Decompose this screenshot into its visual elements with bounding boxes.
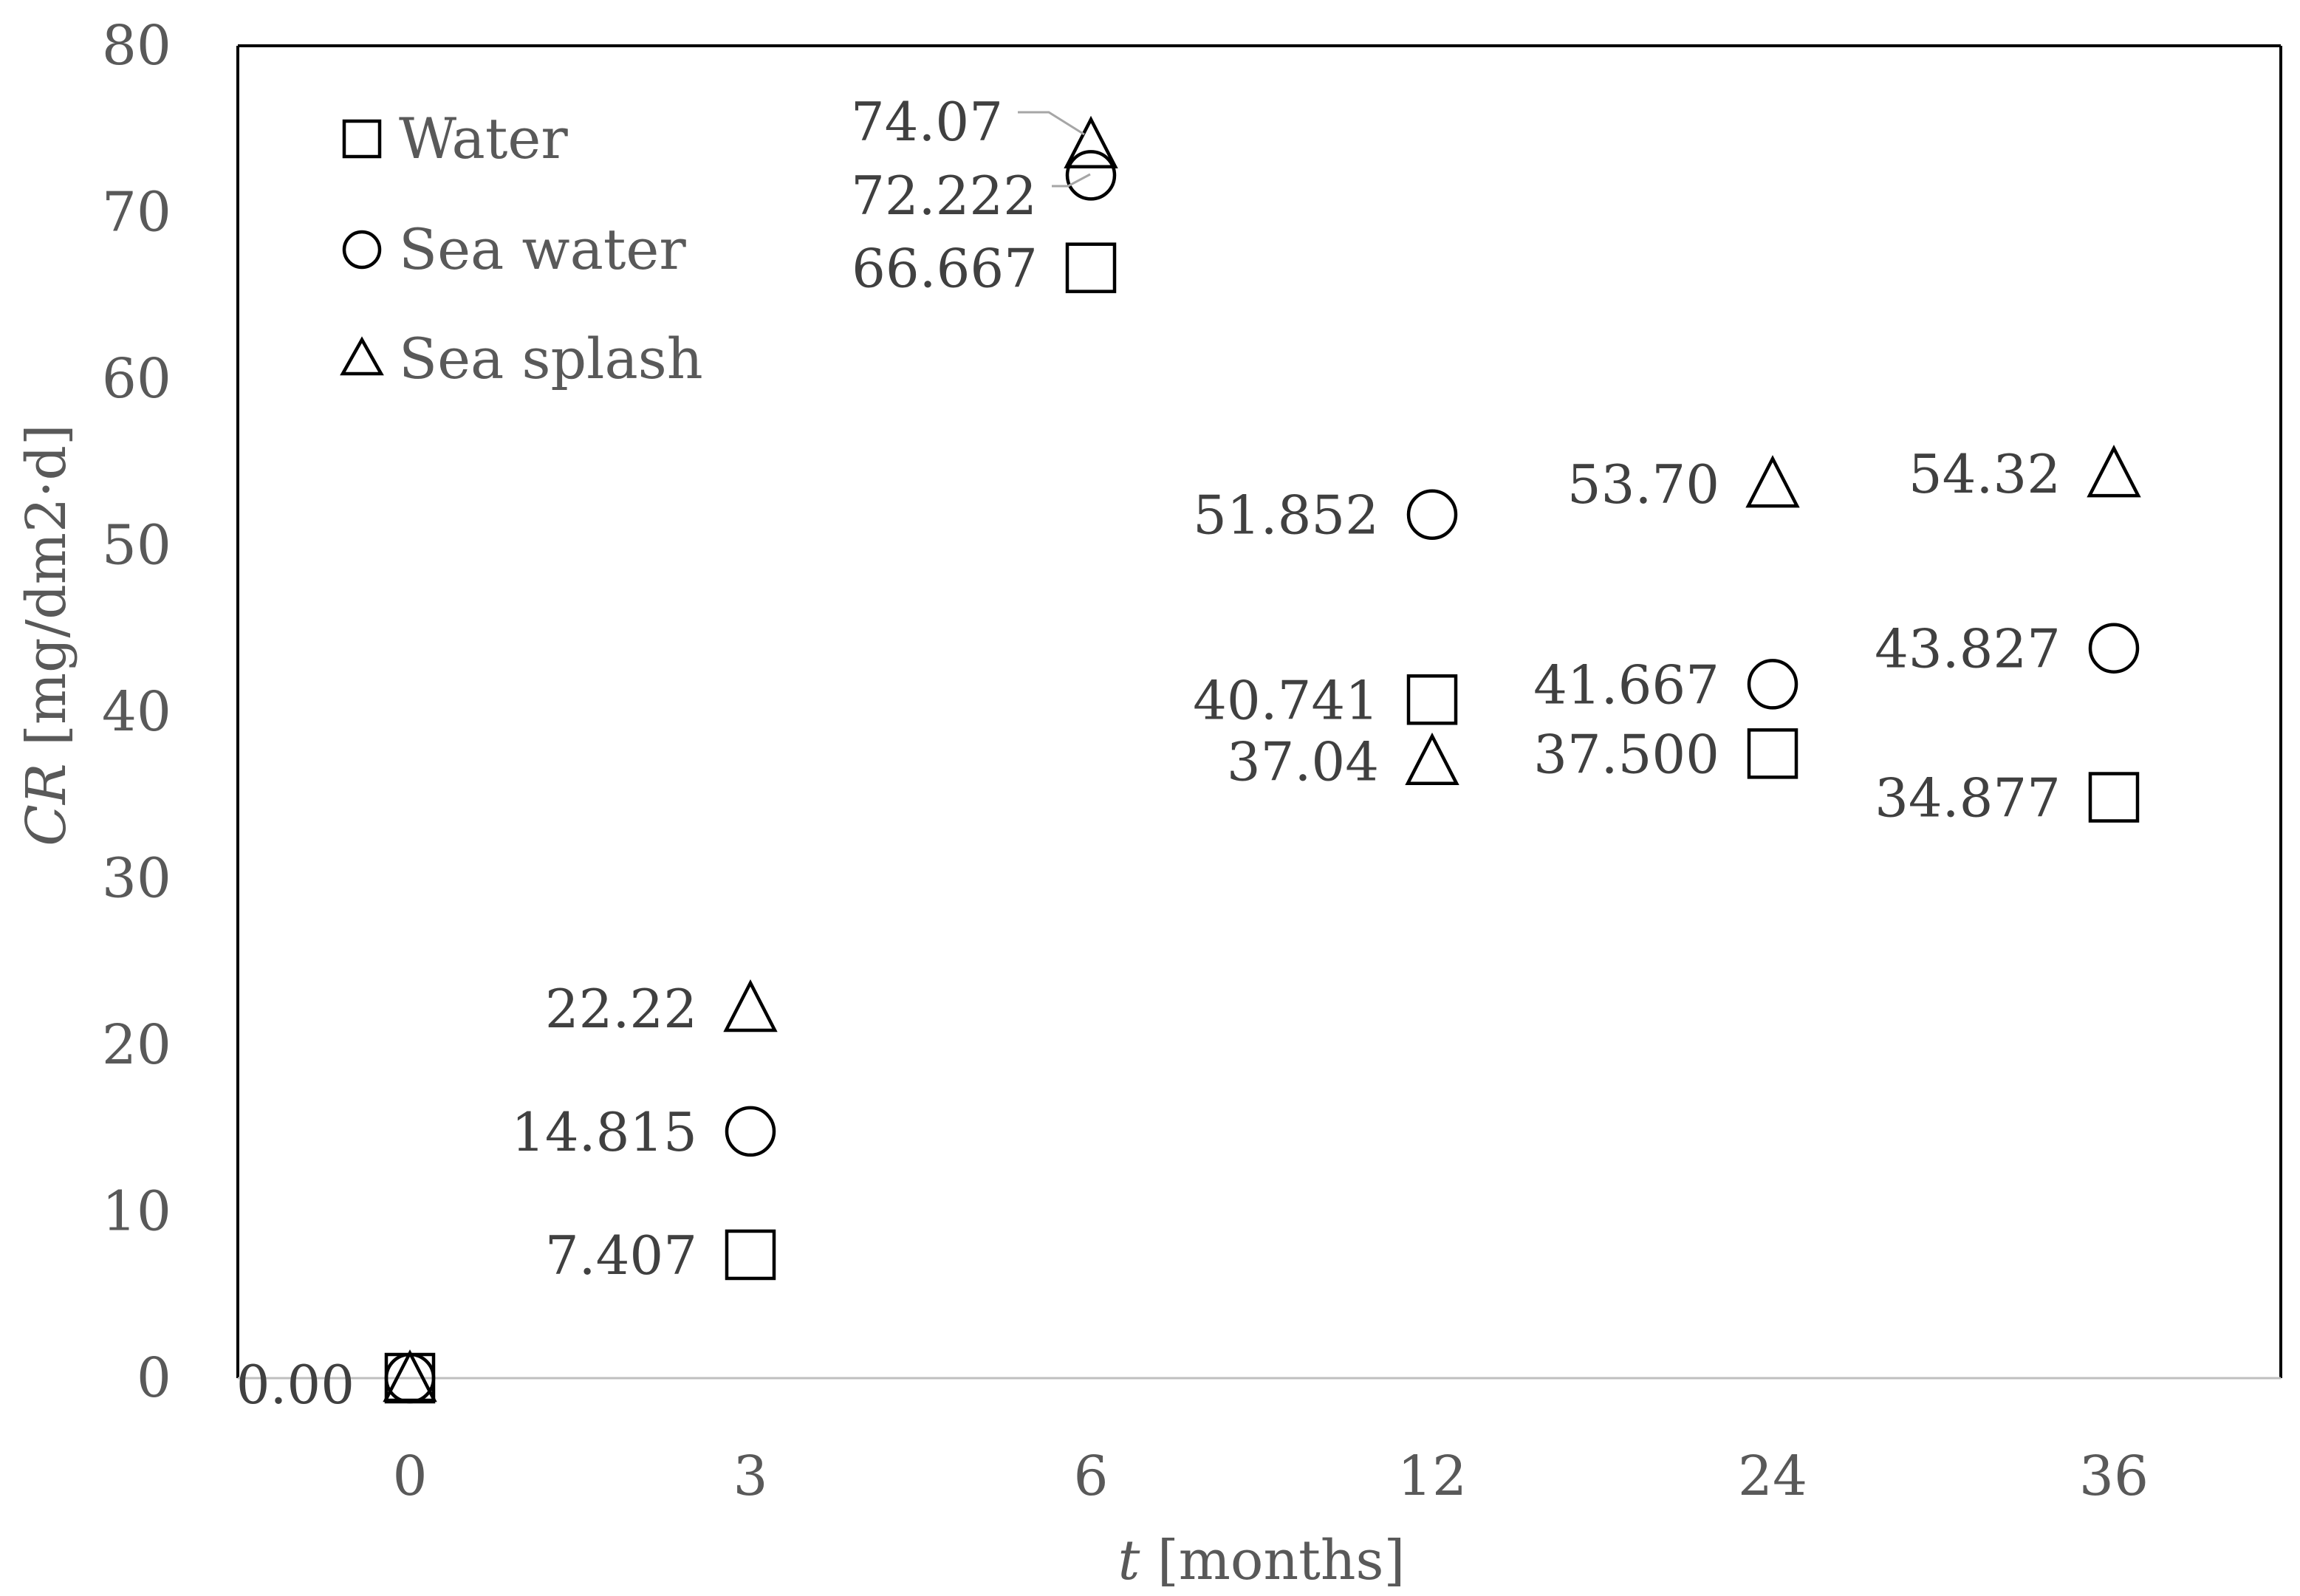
- legend-circle-marker: [342, 230, 382, 270]
- data-label: 53.70: [1567, 453, 1719, 516]
- legend-triangle-marker: [340, 336, 384, 376]
- data-series: 7.407 66.667 40.741 37.500 34.877 14.815 72.22…: [236, 91, 2141, 1416]
- leader-line: [1052, 173, 1091, 188]
- data-label: 74.07: [851, 91, 1003, 153]
- data-label: 14.815: [511, 1101, 697, 1163]
- data-label: 7.407: [545, 1225, 697, 1287]
- data-point-circle: [725, 1106, 776, 1157]
- data-point-triangle: [723, 979, 778, 1032]
- data-point-triangle: [1745, 455, 1800, 508]
- data-point-square: [1406, 674, 1458, 725]
- data-point-triangle: [1405, 732, 1459, 785]
- data-label: 37.500: [1533, 723, 1719, 785]
- x-tick-label: 0: [392, 1445, 427, 1508]
- series-water: 7.407 66.667 40.741 37.500 34.877: [384, 238, 2140, 1404]
- x-tick-label: 24: [1738, 1445, 1807, 1508]
- x-tick-label: 3: [733, 1445, 767, 1508]
- x-axis: 0 3 6 12 24 36: [392, 1445, 2149, 1508]
- y-tick-label: 0: [137, 1346, 171, 1410]
- data-point-square: [1747, 728, 1798, 779]
- data-label: 72.222: [851, 165, 1037, 227]
- legend-label: Sea water: [399, 216, 686, 282]
- series-sea-water: 14.815 72.222 51.852 41.667 43.827: [384, 150, 2140, 1404]
- y-tick-label: 80: [102, 14, 171, 78]
- data-label: 43.827: [1875, 618, 2061, 680]
- data-label: 0.00: [236, 1354, 355, 1416]
- data-label: 51.852: [1193, 484, 1379, 547]
- y-tick-label: 30: [102, 847, 171, 911]
- data-point-square: [1065, 242, 1117, 293]
- data-point-circle: [1065, 150, 1117, 201]
- y-axis-title: CR [mg/dm2·d]: [15, 424, 78, 846]
- leader-line: [1018, 111, 1085, 136]
- legend-label: Sea splash: [399, 326, 703, 391]
- data-label: 37.04: [1227, 731, 1379, 793]
- plot-area: [236, 44, 2282, 1380]
- data-label: 40.741: [1193, 669, 1379, 731]
- legend-item-sea-water: Sea water: [342, 216, 686, 282]
- data-label: 22.22: [545, 978, 697, 1040]
- y-axis-title-rest: [mg/dm2·d]: [15, 424, 78, 763]
- data-point-circle: [1406, 489, 1458, 540]
- data-point-triangle: [2087, 445, 2141, 498]
- data-label: 34.877: [1875, 767, 2061, 829]
- data-point-circle: [1747, 659, 1798, 710]
- legend-item-sea-splash: Sea splash: [340, 326, 703, 391]
- y-tick-label: 40: [102, 680, 171, 744]
- data-label: 66.667: [852, 238, 1038, 300]
- x-axis-title-rest: [months]: [1140, 1529, 1405, 1592]
- legend: Water Sea water Sea splash: [340, 106, 703, 391]
- y-tick-label: 10: [102, 1180, 171, 1244]
- y-axis: 0 10 20 30 40 50 60 70 80: [102, 14, 171, 1410]
- legend-item-water: Water: [342, 106, 568, 171]
- x-tick-label: 36: [2079, 1445, 2149, 1508]
- series-sea-splash: 0.00 22.22 74.07 37.04 53.70 54.32: [236, 91, 2141, 1416]
- data-label: 54.32: [1909, 443, 2061, 505]
- y-tick-label: 60: [102, 347, 171, 411]
- data-label: 41.667: [1533, 654, 1719, 716]
- legend-label: Water: [399, 106, 568, 171]
- x-axis-title: t [months]: [1118, 1529, 1406, 1592]
- data-point-circle: [2088, 623, 2140, 674]
- legend-square-marker: [342, 119, 382, 159]
- data-point-triangle: [383, 1349, 437, 1403]
- data-point-triangle: [1064, 115, 1118, 168]
- x-tick-label: 6: [1073, 1445, 1108, 1508]
- y-tick-label: 70: [102, 181, 171, 244]
- x-axis-title-italic: t: [1118, 1529, 1140, 1592]
- y-tick-label: 20: [102, 1013, 171, 1077]
- data-point-square: [725, 1229, 776, 1281]
- y-axis-title-italic: CR: [15, 763, 78, 846]
- x-tick-label: 12: [1397, 1445, 1467, 1508]
- y-tick-label: 50: [102, 514, 171, 578]
- data-point-square: [2088, 772, 2140, 823]
